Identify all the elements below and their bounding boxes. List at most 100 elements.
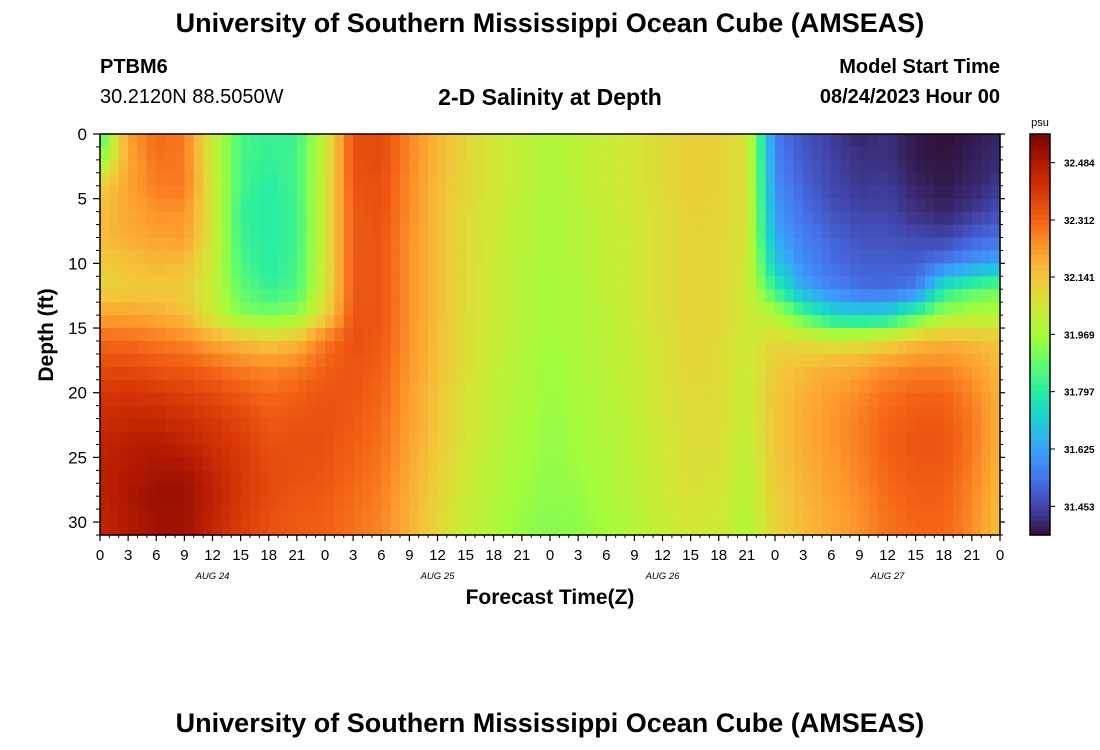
heatmap-cell bbox=[625, 340, 635, 355]
heatmap-cell bbox=[812, 340, 823, 355]
heatmap-cell bbox=[784, 470, 795, 484]
heatmap-cell bbox=[221, 444, 232, 458]
heatmap-cell bbox=[540, 198, 551, 213]
heatmap-cell bbox=[878, 250, 889, 264]
heatmap-cell bbox=[287, 444, 298, 458]
heatmap-cell bbox=[550, 328, 560, 342]
heatmap-cell bbox=[718, 302, 729, 316]
heatmap-cell bbox=[803, 392, 814, 407]
colorbar-segment bbox=[1030, 139, 1050, 145]
heatmap-cell bbox=[793, 470, 804, 484]
heatmap-cell bbox=[100, 211, 110, 226]
heatmap-cell bbox=[821, 159, 832, 174]
heatmap-cell bbox=[146, 224, 157, 239]
heatmap-cell bbox=[231, 340, 242, 355]
heatmap-cell bbox=[606, 211, 617, 226]
heatmap-cell bbox=[700, 405, 710, 420]
heatmap-cell bbox=[559, 328, 570, 342]
heatmap-cell bbox=[296, 134, 307, 148]
heatmap-cell bbox=[268, 340, 279, 355]
heatmap-cell bbox=[878, 496, 889, 510]
heatmap-cell bbox=[953, 431, 964, 446]
heatmap-cell bbox=[428, 392, 439, 407]
heatmap-cell bbox=[887, 172, 898, 187]
heatmap-cell bbox=[765, 315, 776, 329]
heatmap-cell bbox=[212, 418, 223, 433]
heatmap-cell bbox=[793, 134, 804, 148]
heatmap-cell bbox=[681, 328, 692, 342]
heatmap-cell bbox=[540, 224, 551, 239]
heatmap-cell bbox=[493, 392, 504, 407]
heatmap-cell bbox=[296, 392, 307, 407]
heatmap-cell bbox=[259, 315, 270, 329]
heatmap-cell bbox=[981, 379, 992, 394]
heatmap-cell bbox=[231, 366, 242, 381]
heatmap-cell bbox=[259, 328, 270, 342]
heatmap-cell bbox=[306, 250, 317, 264]
colorbar-segment bbox=[1030, 509, 1050, 516]
heatmap-cell bbox=[315, 328, 326, 342]
heatmap-cell bbox=[793, 198, 804, 213]
heatmap-cell bbox=[165, 496, 176, 510]
heatmap-cell bbox=[428, 496, 439, 510]
heatmap-cell bbox=[381, 353, 392, 368]
heatmap-cell bbox=[775, 470, 785, 484]
heatmap-cell bbox=[578, 418, 589, 433]
heatmap-cell bbox=[437, 444, 448, 458]
heatmap-cell bbox=[784, 315, 795, 329]
heatmap-cell bbox=[362, 276, 373, 290]
heatmap-cell bbox=[550, 315, 560, 329]
heatmap-cell bbox=[437, 211, 448, 226]
heatmap-cell bbox=[156, 211, 167, 226]
heatmap-cell bbox=[709, 405, 720, 420]
heatmap-cell bbox=[128, 418, 139, 433]
heatmap-cell bbox=[418, 159, 429, 174]
heatmap-cell bbox=[521, 522, 532, 536]
colorbar-segment bbox=[1030, 159, 1050, 165]
heatmap-cell bbox=[896, 457, 907, 471]
heatmap-cell bbox=[221, 250, 232, 264]
y-tick-label: 0 bbox=[78, 125, 87, 144]
heatmap-cell bbox=[184, 444, 195, 458]
heatmap-cell bbox=[587, 224, 598, 239]
heatmap-cell bbox=[859, 418, 870, 433]
heatmap-cell bbox=[559, 470, 570, 484]
heatmap-cell bbox=[165, 379, 176, 394]
heatmap-cell bbox=[381, 405, 392, 420]
heatmap-cell bbox=[737, 289, 748, 303]
heatmap-cell bbox=[362, 159, 373, 174]
heatmap-cell bbox=[681, 496, 692, 510]
heatmap-cell bbox=[718, 353, 729, 368]
heatmap-cell bbox=[859, 483, 870, 497]
heatmap-cell bbox=[175, 198, 185, 213]
heatmap-cell bbox=[315, 185, 326, 200]
heatmap-cell bbox=[418, 172, 429, 187]
heatmap-cell bbox=[887, 431, 898, 446]
heatmap-cell bbox=[934, 263, 945, 277]
heatmap-cell bbox=[540, 431, 551, 446]
heatmap-cell bbox=[709, 172, 720, 187]
heatmap-cell bbox=[803, 379, 814, 394]
heatmap-cell bbox=[906, 366, 917, 381]
heatmap-cell bbox=[100, 328, 110, 342]
heatmap-cell bbox=[709, 444, 720, 458]
colorbar-segment bbox=[1030, 309, 1050, 316]
heatmap-cell bbox=[662, 392, 673, 407]
heatmap-cell bbox=[287, 496, 298, 510]
heatmap-cell bbox=[784, 405, 795, 420]
heatmap-cell bbox=[287, 366, 298, 381]
heatmap-cell bbox=[840, 509, 851, 523]
heatmap-cell bbox=[915, 302, 926, 316]
heatmap-cell bbox=[193, 496, 204, 510]
heatmap-cell bbox=[128, 289, 139, 303]
heatmap-cell bbox=[671, 172, 682, 187]
heatmap-cell bbox=[990, 444, 1001, 458]
station-coordinates: 30.2120N 88.5050W bbox=[100, 86, 284, 108]
heatmap-cell bbox=[334, 470, 345, 484]
heatmap-cell bbox=[521, 172, 532, 187]
heatmap-cell bbox=[784, 302, 795, 316]
heatmap-cell bbox=[100, 198, 110, 213]
heatmap-cell bbox=[990, 134, 1001, 148]
heatmap-cell bbox=[353, 340, 364, 355]
heatmap-cell bbox=[915, 418, 926, 433]
